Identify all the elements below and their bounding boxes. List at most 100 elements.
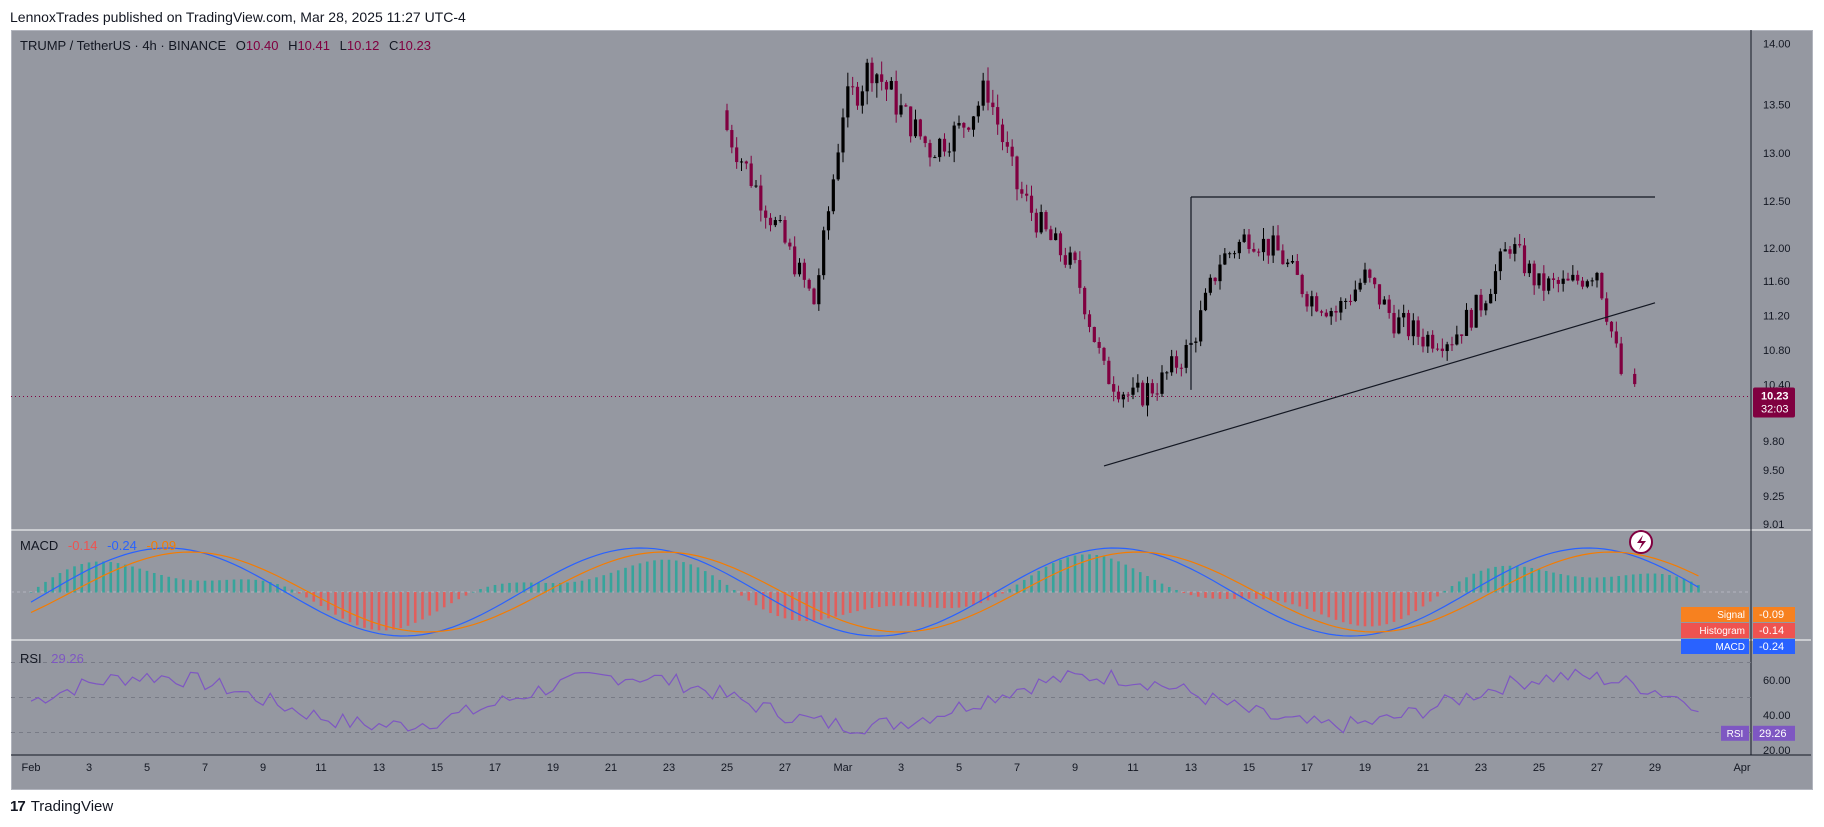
macd-histogram-bar — [1030, 575, 1033, 593]
rsi-value: 29.26 — [51, 651, 84, 666]
macd-histogram-bar — [406, 592, 410, 626]
candle-body — [1116, 391, 1121, 400]
candle-body — [822, 230, 826, 276]
brand-name: TradingView — [30, 798, 114, 815]
time-tick-label: 9 — [260, 762, 266, 774]
macd-histogram-bar — [1436, 592, 1439, 597]
close-label: C — [389, 38, 399, 53]
candle-body — [1339, 300, 1343, 313]
symbol-legend[interactable]: TRUMP / TetherUS · 4h · BINANCE O10.40 H… — [20, 38, 431, 53]
time-tick-label: 27 — [1591, 762, 1603, 774]
candle-body — [1580, 280, 1585, 287]
candle-body — [957, 122, 961, 126]
macd-histogram-bar — [1356, 592, 1360, 626]
candle-body — [1232, 253, 1237, 255]
footer-brand[interactable]: 17 TradingView — [10, 798, 113, 815]
candle-body — [1155, 393, 1159, 395]
macd-histogram-bar — [1138, 572, 1142, 593]
candle-body — [1029, 195, 1034, 213]
macd-histogram-bar — [131, 566, 134, 593]
candle-body — [730, 130, 734, 148]
time-tick-label: 23 — [663, 762, 675, 774]
macd-histogram-bar — [1378, 592, 1381, 626]
candle-body — [826, 211, 831, 231]
time-tick-label: 5 — [144, 762, 150, 774]
candle-body — [1633, 373, 1637, 385]
candle-body — [1203, 292, 1208, 311]
candle-body — [1261, 238, 1266, 253]
high-label: H — [288, 38, 298, 53]
macd-histogram-bar — [268, 582, 272, 593]
macd-histogram-bar — [1501, 565, 1505, 593]
macd-histogram-bar — [624, 567, 627, 593]
candle-body — [1416, 320, 1420, 337]
macd-histogram-bar — [544, 582, 548, 593]
macd-histogram-bar — [1349, 592, 1352, 625]
macd-histogram-bar — [1131, 568, 1135, 593]
candle-body — [1382, 299, 1386, 305]
low-label: L — [339, 38, 347, 53]
candle-body — [1194, 341, 1198, 343]
candle-body — [1242, 234, 1246, 242]
macd-histogram-bar — [51, 577, 55, 593]
macd-histogram-bar — [203, 580, 207, 593]
candle-body — [1150, 383, 1154, 394]
macd-line-value: -0.24 — [107, 538, 137, 553]
macd-histogram-bar — [1312, 592, 1316, 612]
candle-body — [1566, 278, 1570, 281]
candle-body — [1373, 277, 1377, 285]
price-tick-label: 10.80 — [1763, 345, 1791, 357]
macd-histogram-bar — [812, 592, 816, 621]
macd-histogram-bar — [1269, 592, 1273, 600]
time-tick-label: 25 — [1533, 762, 1545, 774]
macd-histogram-bar — [914, 592, 917, 607]
macd-histogram-bar — [1617, 576, 1621, 593]
candle-body — [1464, 309, 1469, 336]
macd-histogram-bar — [413, 592, 417, 623]
candle-body — [1252, 248, 1256, 252]
candle-body — [759, 185, 763, 211]
macd-histogram-bar — [1552, 572, 1555, 593]
candle-body — [918, 119, 922, 137]
macd-histogram-bar — [1073, 555, 1077, 593]
candle-body — [933, 157, 937, 159]
candle-body — [1474, 294, 1478, 328]
chart-frame — [11, 30, 1813, 790]
candle-body — [1083, 287, 1087, 315]
candle-body — [1493, 271, 1498, 294]
macd-legend[interactable]: MACD -0.14 -0.24 -0.09 — [20, 538, 176, 553]
macd-histogram-bar — [450, 592, 453, 604]
candle-body — [1426, 334, 1430, 347]
macd-histogram-bar — [1254, 592, 1258, 599]
candle-body — [802, 262, 806, 280]
candle-body — [1179, 367, 1183, 369]
candle-body — [986, 80, 990, 103]
macd-histogram-bar — [631, 565, 635, 593]
rsi-legend[interactable]: RSI 29.26 — [20, 651, 84, 666]
price-tick-label: 9.25 — [1763, 491, 1784, 503]
candle-body — [1522, 245, 1527, 274]
candle-body — [1010, 146, 1014, 157]
price-tick-label: 14.00 — [1763, 38, 1791, 50]
candle-body — [1406, 312, 1411, 337]
low-value: 10.12 — [346, 38, 380, 53]
macd-histogram-bar — [1675, 576, 1679, 593]
price-tick-label: 9.50 — [1763, 465, 1784, 477]
macd-histogram-bar — [1544, 570, 1548, 593]
macd-histogram-bar — [1559, 574, 1563, 593]
candle-body — [1092, 326, 1096, 343]
macd-histogram-bar — [1189, 592, 1193, 596]
macd-histogram-bar — [529, 582, 533, 593]
macd-histogram-bar — [1421, 592, 1425, 607]
candle-body — [952, 125, 956, 152]
macd-tag-value: -0.09 — [1759, 609, 1784, 621]
macd-histogram-bar — [80, 564, 84, 593]
macd-histogram-bar — [102, 561, 105, 593]
candle-body — [860, 91, 864, 106]
candle-body — [1402, 312, 1406, 318]
macd-histogram-bar — [1573, 576, 1577, 593]
chart-canvas[interactable]: 14.00 13.50 13.00 12.50 12.00 11.60 11.20 10.80… — [11, 30, 1811, 788]
macd-histogram-bar — [1465, 577, 1468, 593]
macd-histogram-bar — [667, 559, 671, 593]
candle-body — [1310, 296, 1314, 307]
